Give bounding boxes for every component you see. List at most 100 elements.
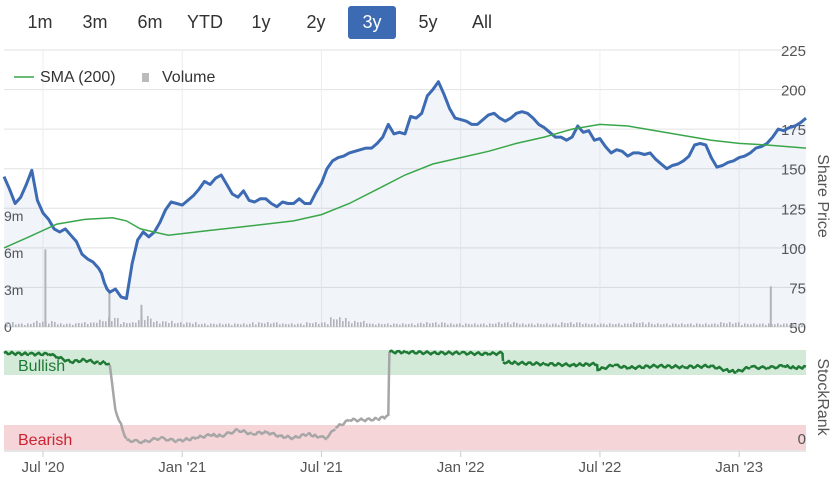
volume-bar: [90, 322, 92, 327]
range-button-5y[interactable]: 5y: [418, 12, 438, 32]
volume-bar: [153, 322, 155, 327]
volume-bar: [768, 323, 770, 327]
volume-bar: [240, 324, 242, 327]
volume-bar: [621, 324, 623, 327]
stockrank-line-segment: [627, 363, 657, 371]
volume-spike-bar: [769, 286, 772, 327]
volume-bar: [576, 322, 578, 327]
volume-bar: [198, 324, 200, 327]
volume-bar: [279, 324, 281, 327]
volume-bar: [339, 317, 341, 327]
volume-bar: [792, 323, 794, 327]
x-axis: Jul '20 Jan '21 Jul '21 Jan '22 Jul '22 Jan '…: [4, 450, 806, 476]
volume-bar: [708, 324, 710, 327]
volume-bar: [6, 322, 8, 327]
volume-bar: [270, 323, 272, 327]
volume-bar: [420, 322, 422, 327]
volume-bar: [513, 322, 515, 327]
stockrank-line-segment: [195, 432, 211, 440]
share-price-area: [4, 81, 806, 327]
volume-bar: [696, 323, 698, 327]
range-button-ytd[interactable]: YTD: [187, 12, 223, 32]
stockrank-line-segment: [595, 363, 599, 372]
bullish-band: [4, 350, 806, 375]
stockrank-line-segment: [56, 355, 72, 364]
stockrank-line-segment: [306, 431, 320, 440]
stockrank-line-segment: [28, 351, 50, 357]
range-button-1m[interactable]: 1m: [27, 12, 53, 32]
volume-bar: [396, 323, 398, 327]
stockrank-chart-area: Bullish Bearish 0 StockRank: [3, 349, 831, 450]
volume-bar: [300, 323, 302, 327]
volume-bar: [615, 324, 617, 327]
volume-bar: [684, 324, 686, 327]
volume-bar: [159, 323, 161, 327]
volume-bar: [57, 324, 59, 327]
volume-bar: [192, 323, 194, 327]
stockrank-line-segment: [571, 361, 598, 368]
y-tick-label: 125: [781, 201, 806, 218]
volume-bar: [759, 323, 761, 327]
volume-bar: [246, 324, 248, 327]
volume-bar: [150, 318, 152, 327]
volume-bar: [678, 324, 680, 327]
volume-bar: [570, 322, 572, 327]
range-button-3y[interactable]: 3y: [348, 6, 396, 39]
volume-bar: [753, 323, 755, 327]
stockrank-line-segment: [735, 365, 751, 373]
range-button-6m[interactable]: 6m: [137, 12, 163, 32]
volume-bar: [612, 324, 614, 327]
stockrank-line-segment: [362, 416, 378, 423]
volume-bar: [225, 323, 227, 327]
volume-bar: [639, 322, 641, 327]
volume-bar: [393, 323, 395, 327]
legend[interactable]: SMA (200) Volume: [14, 69, 215, 86]
volume-bar: [309, 323, 311, 327]
range-button-3m[interactable]: 3m: [82, 12, 108, 32]
volume-bar: [798, 324, 800, 327]
volume-bar: [636, 323, 638, 327]
y-tick-label: 200: [781, 83, 806, 100]
legend-sma-label[interactable]: SMA (200): [40, 69, 116, 86]
volume-bar: [414, 324, 416, 327]
range-button-2y[interactable]: 2y: [306, 12, 326, 32]
stockrank-line-segment: [794, 364, 807, 371]
volume-bar: [174, 323, 176, 327]
volume-bar: [483, 323, 485, 327]
volume-bar: [597, 324, 599, 327]
volume-bar: [219, 323, 221, 327]
volume-bar: [75, 323, 77, 327]
stockrank-line-segment: [432, 350, 461, 356]
range-button-1y[interactable]: 1y: [251, 12, 271, 32]
volume-bar: [447, 324, 449, 327]
stockrank-line-segment: [251, 429, 267, 436]
volume-bar: [540, 324, 542, 327]
range-selector: 1m 3m 6m YTD 1y 2y 3y 5y All: [0, 6, 520, 39]
volume-bar: [183, 324, 185, 327]
bearish-label: Bearish: [18, 432, 72, 449]
legend-volume-label[interactable]: Volume: [162, 69, 215, 86]
volume-bar: [30, 323, 32, 327]
volume-bar: [189, 322, 191, 327]
volume-bar: [495, 323, 497, 327]
volume-bar: [216, 324, 218, 327]
volume-bar: [564, 323, 566, 327]
range-button-all[interactable]: All: [471, 12, 492, 32]
stockrank-line-segment: [488, 350, 504, 357]
volume-bar: [210, 323, 212, 327]
volume-bar: [552, 323, 554, 327]
volume-bar: [60, 323, 62, 327]
stockrank-line-segment: [749, 364, 768, 371]
volume-bar: [723, 322, 725, 327]
volume-bar: [168, 323, 170, 327]
volume-bar: [546, 323, 548, 327]
stockrank-line-segment: [292, 432, 309, 439]
volume-bar: [561, 322, 563, 327]
volume-bar: [21, 323, 23, 327]
volume-bar: [588, 324, 590, 327]
volume-bar: [177, 322, 179, 327]
stockrank-line-segment: [279, 434, 295, 441]
volume-bar: [42, 321, 44, 327]
volume-bar: [498, 322, 500, 327]
volume-bar: [63, 324, 65, 327]
